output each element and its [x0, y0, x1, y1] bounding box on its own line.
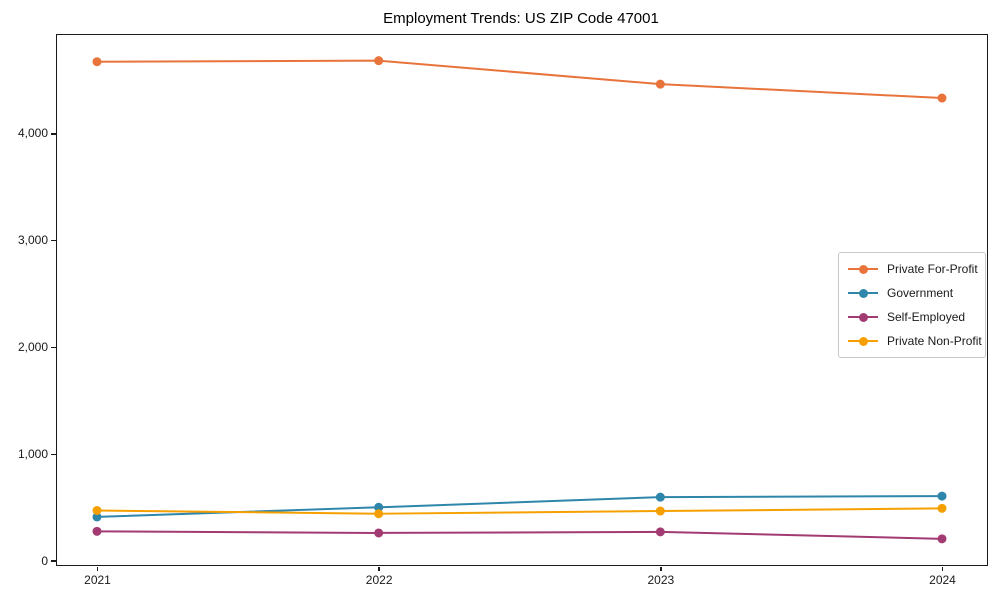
data-point [92, 526, 102, 536]
legend-item: Private For-Profit [839, 257, 985, 281]
data-point [937, 534, 947, 544]
legend-line-dot-icon [848, 336, 878, 346]
line-chart-canvas [92, 56, 947, 544]
data-point [92, 506, 102, 516]
legend: Private For-Profit Government Self-Employe… [838, 252, 986, 358]
data-point [374, 502, 384, 512]
y-tick-mark [51, 453, 56, 456]
data-point [937, 491, 947, 501]
x-tick-mark [660, 567, 662, 571]
y-tick-mark [51, 346, 56, 349]
x-tick-label: 2022 [365, 573, 393, 587]
legend-line-dot-icon [848, 288, 878, 298]
legend-label: Government [887, 286, 954, 300]
data-point [374, 56, 384, 66]
y-tick-label: 3,000 [17, 233, 48, 248]
y-tick-mark [51, 133, 56, 135]
y-tick-mark [51, 239, 56, 242]
series-line-1 [96, 495, 943, 518]
y-tick-label: 2,000 [17, 340, 48, 355]
legend-label: Self-Employed [887, 310, 966, 324]
data-point [655, 527, 665, 537]
x-tick-mark [941, 567, 944, 571]
data-point [937, 93, 947, 103]
x-tick-mark [96, 567, 99, 571]
data-point [92, 512, 102, 522]
y-tick-label: 0 [41, 553, 48, 568]
x-tick-mark [378, 567, 380, 571]
series-line-3 [96, 507, 943, 515]
legend-item: Government [839, 281, 985, 305]
legend-line-dot-icon [848, 312, 878, 322]
x-tick-label: 2024 [929, 573, 956, 587]
data-point [655, 506, 665, 516]
chart-title: Employment Trends: US ZIP Code 47001 [383, 10, 659, 27]
data-point [655, 492, 665, 502]
legend-item: Self-Employed [839, 305, 985, 329]
series-line-0 [96, 59, 943, 100]
x-tick-label: 2023 [647, 573, 675, 587]
y-tick-label: 1,000 [17, 446, 48, 461]
y-tick-mark [51, 560, 56, 562]
y-tick-label: 4,000 [17, 126, 48, 141]
data-point [374, 528, 384, 538]
data-point [937, 503, 947, 513]
legend-label: Private Non-Profit [887, 334, 982, 348]
data-point [374, 509, 384, 519]
legend-item: Private Non-Profit [839, 329, 985, 353]
series-line-2 [96, 530, 943, 540]
data-point [92, 57, 102, 67]
plot-area [56, 34, 988, 566]
x-tick-label: 2021 [84, 573, 111, 587]
legend-line-dot-icon [848, 264, 878, 274]
legend-label: Private For-Profit [887, 262, 978, 276]
data-point [655, 79, 665, 89]
